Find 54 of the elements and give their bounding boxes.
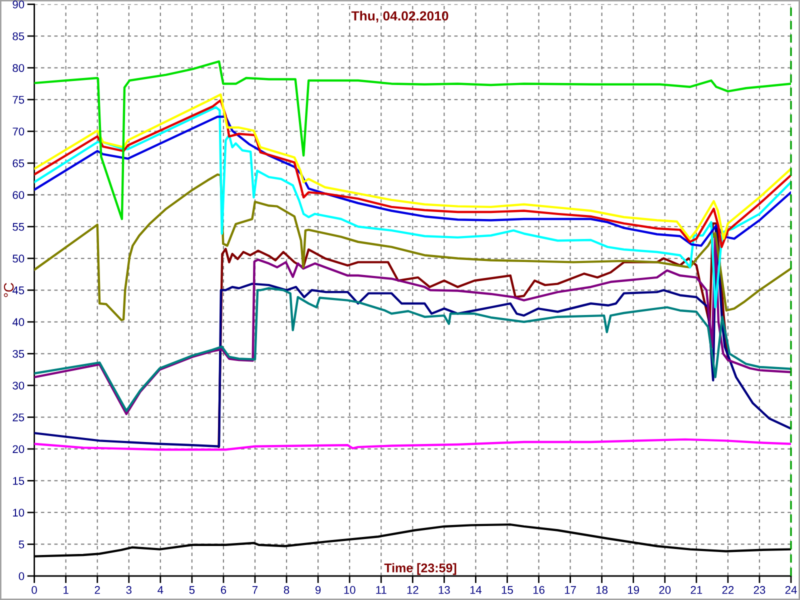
y-tick-label: 5 <box>18 540 24 548</box>
line-series <box>34 173 791 322</box>
y-tick-label: 55 <box>12 223 24 231</box>
line-series <box>34 287 791 412</box>
y-tick-label: 40 <box>12 318 24 326</box>
x-tick-label: 24 <box>785 586 797 594</box>
x-tick-label: 1 <box>64 586 68 594</box>
y-tick-label: 85 <box>12 32 24 40</box>
x-tick-label: 0 <box>32 586 37 594</box>
y-tick-label: 20 <box>12 445 24 454</box>
x-tick-label: 22 <box>722 586 734 594</box>
y-tick-label: 35 <box>12 350 24 358</box>
x-tick-label: 13 <box>438 586 450 594</box>
chart-title: Thu, 04.02.2010 <box>351 10 448 22</box>
x-tick-label: 23 <box>754 586 766 594</box>
x-tick-label: 8 <box>284 586 290 594</box>
x-tick-label: 17 <box>564 586 576 594</box>
y-tick-label: 70 <box>12 128 24 136</box>
line-series <box>34 226 791 448</box>
x-tick-label: 3 <box>126 586 132 594</box>
x-tick-label: 9 <box>315 586 321 594</box>
x-tick-label: 20 <box>659 586 671 594</box>
x-tick-label: 19 <box>628 586 640 594</box>
x-axis-title: Time [23:59] <box>384 563 456 575</box>
y-tick-label: 75 <box>12 96 24 104</box>
line-series <box>34 106 791 308</box>
y-tick-label: 0 <box>18 572 24 580</box>
y-tick-label: 30 <box>12 382 24 390</box>
y-tick-label: 10 <box>13 508 24 517</box>
line-series <box>218 222 730 448</box>
y-tick-label: 15 <box>13 477 24 485</box>
y-tick-label: 50 <box>12 254 24 263</box>
x-tick-label: 2 <box>94 586 100 594</box>
y-tick-label: 60 <box>12 191 24 199</box>
y-axis-title: °C <box>4 282 14 298</box>
x-tick-label: 15 <box>502 586 513 594</box>
x-tick-label: 21 <box>690 586 702 594</box>
x-tick-label: 14 <box>470 586 482 594</box>
x-tick-label: 7 <box>252 586 258 594</box>
x-tick-label: 16 <box>533 586 544 594</box>
x-tick-label: 10 <box>344 586 356 594</box>
line-series <box>34 60 791 220</box>
y-tick-label: 90 <box>12 0 24 8</box>
y-tick-label: 45 <box>12 286 24 294</box>
y-tick-label: 25 <box>12 413 24 422</box>
x-tick-label: 6 <box>220 586 226 594</box>
x-tick-label: 12 <box>407 586 418 594</box>
x-tick-label: 18 <box>596 586 608 594</box>
x-tick-label: 5 <box>189 586 195 594</box>
x-tick-label: 4 <box>158 586 164 594</box>
x-tick-label: 11 <box>376 586 386 594</box>
line-series <box>34 438 791 451</box>
y-tick-label: 80 <box>12 64 24 72</box>
y-tick-label: 65 <box>12 159 24 168</box>
